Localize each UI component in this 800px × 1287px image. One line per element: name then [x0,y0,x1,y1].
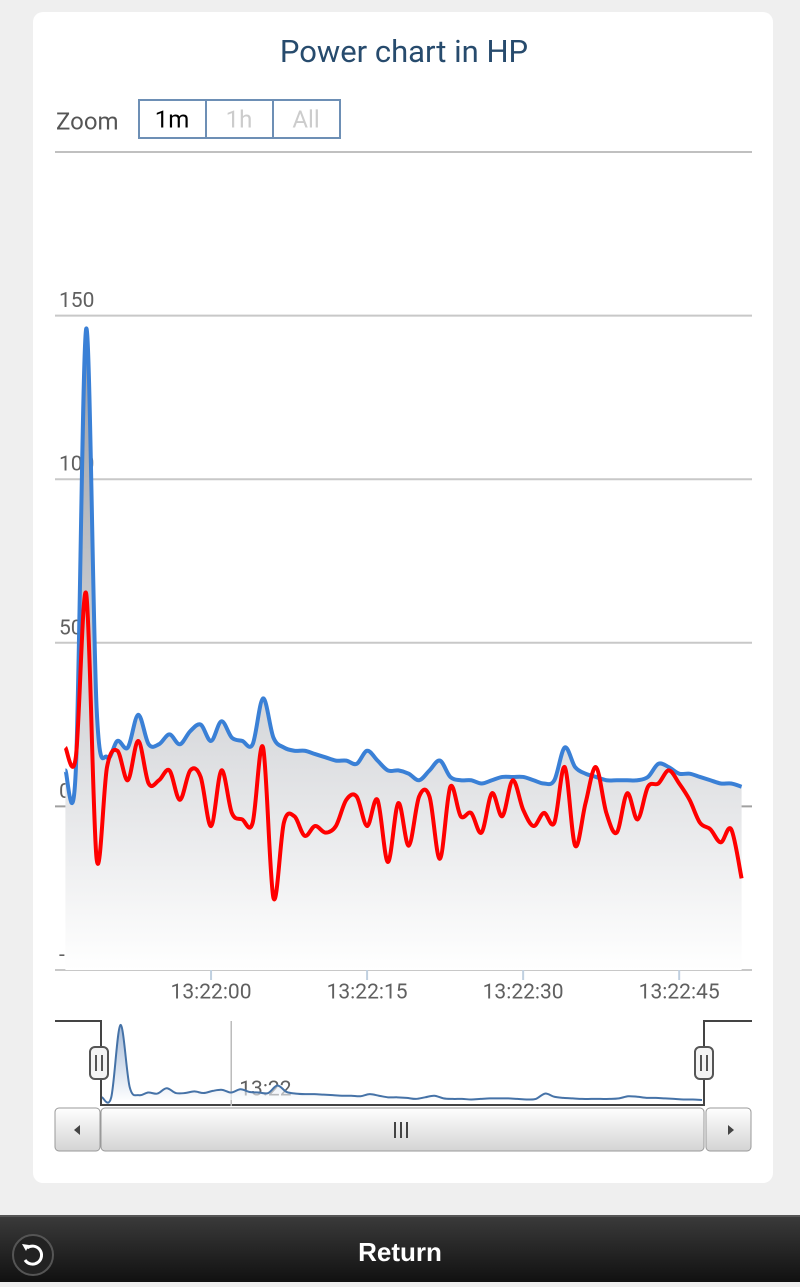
x-tick-label: 13:22:00 [171,981,252,1005]
bottom-bar: Return [0,1215,800,1282]
scrollbar-thumb[interactable] [100,1107,705,1152]
x-tick-label: 13:22:30 [483,981,564,1005]
chart-title: Power chart in HP [280,33,528,70]
arrow-left [74,1125,80,1135]
return-button[interactable]: Return [358,1237,442,1267]
x-tick-label: 13:22:45 [639,981,720,1005]
handle-grip [95,1055,103,1071]
series-line [63,590,744,902]
navigator-outline [55,1020,752,1106]
chart: Power chart in HP Zoom 1m1hAll-500501001… [54,33,752,1152]
y-tick-label: 0 [59,780,71,804]
chart-card [33,12,773,1183]
navigator-handle[interactable] [89,1046,109,1080]
icon-graphic [22,1244,43,1266]
navigator-area [102,1024,702,1103]
zoom-button-label: 1m [155,105,190,133]
navigator-line [101,1023,703,1104]
zoom-button[interactable] [272,99,341,139]
x-tick-label: 13:22:15 [327,981,408,1005]
zoom-label: Zoom [56,107,119,135]
y-tick-label: 50 [59,616,83,640]
y-tick-label: 150 [59,289,94,313]
zoom-button-label: All [292,105,319,133]
zoom-button-label: 1h [226,105,253,133]
arrow-right [728,1125,734,1135]
series-line [63,326,743,805]
navigator-handle[interactable] [694,1046,714,1080]
handle-grip [700,1055,708,1071]
area [65,328,742,971]
return-icon[interactable] [12,1234,54,1276]
thumb-grip [394,1122,408,1138]
